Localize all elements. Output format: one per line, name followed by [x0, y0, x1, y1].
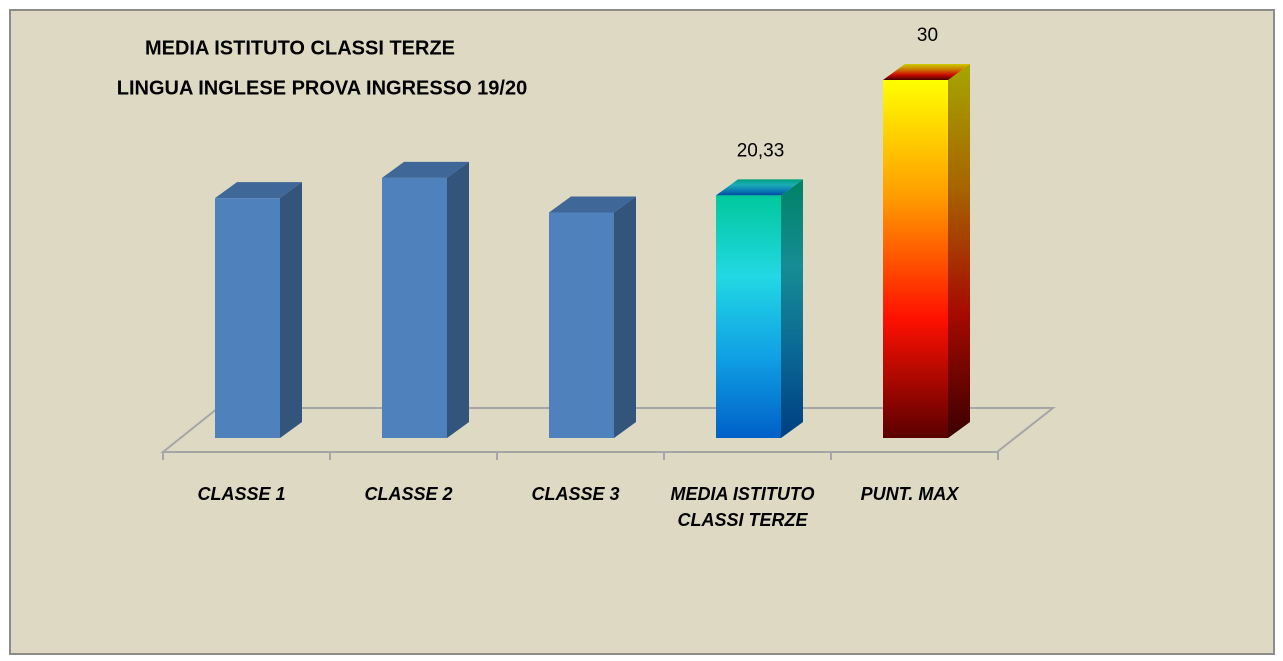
bar-side-shade — [614, 196, 636, 438]
value-label: 20,33 — [737, 140, 785, 161]
bar-top — [883, 64, 970, 80]
bar-side-shade — [447, 161, 469, 438]
bar-side — [614, 196, 636, 438]
bar — [716, 179, 803, 439]
chart-area — [9, 9, 1275, 655]
x-tick-label: CLASSE 1 — [197, 484, 286, 504]
bar — [883, 64, 970, 438]
bar-top — [382, 161, 469, 178]
bar-side — [781, 179, 803, 439]
bar-side-shade — [280, 182, 302, 438]
bar-top — [716, 179, 803, 196]
bar-front — [883, 80, 948, 438]
bar-side — [280, 182, 302, 438]
x-tick-label: PUNT. MAX — [860, 484, 959, 504]
bar — [382, 161, 469, 438]
bar-front — [549, 212, 614, 438]
bar-top-shade — [883, 64, 970, 80]
bar-top — [215, 182, 302, 199]
bar-front — [716, 195, 781, 438]
x-tick-label: CLASSE 3 — [531, 484, 620, 504]
bar-side — [948, 64, 970, 438]
bar-front — [382, 177, 447, 438]
value-label: 30 — [917, 25, 938, 46]
x-tick-label: MEDIA ISTITUTO CLASSI TERZE — [670, 484, 815, 530]
x-tick-label: CLASSE 2 — [364, 484, 453, 504]
bar-top-shade — [716, 179, 803, 196]
bar — [215, 182, 302, 438]
bar-side-shade — [948, 64, 970, 438]
bar-side — [447, 161, 469, 438]
bar-side-shade — [781, 179, 803, 439]
bar-top-shade — [215, 182, 302, 199]
chart-title: MEDIA ISTITUTO CLASSI TERZE — [145, 37, 455, 59]
chart-subtitle: LINGUA INGLESE PROVA INGRESSO 19/20 — [117, 77, 527, 99]
bar — [549, 196, 636, 438]
bar-top — [549, 196, 636, 213]
bar-top-shade — [382, 161, 469, 178]
bar-front — [215, 198, 280, 438]
bar-top-shade — [549, 196, 636, 213]
